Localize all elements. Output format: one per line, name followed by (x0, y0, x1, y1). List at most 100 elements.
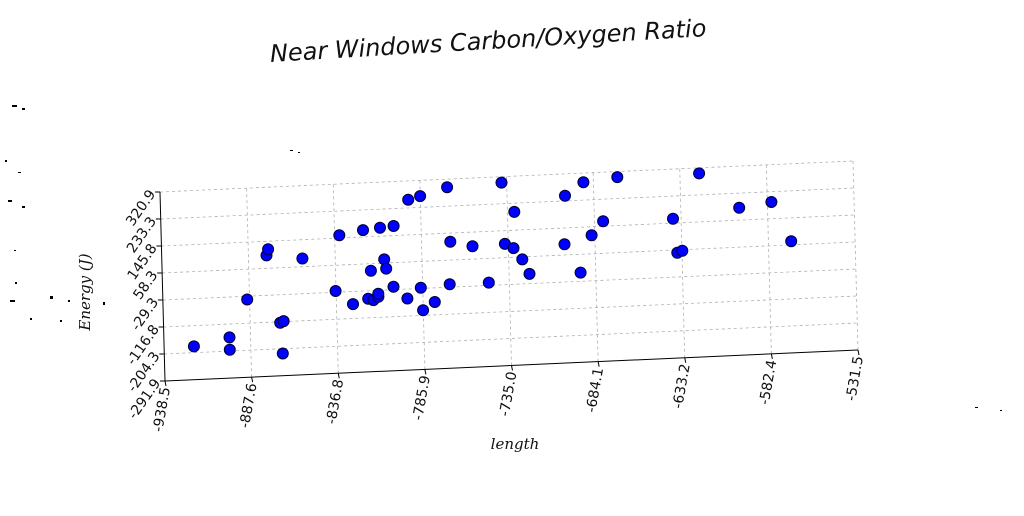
data-point (329, 285, 342, 297)
scan-speck (18, 172, 21, 173)
x-tick-label: -887.6 (237, 382, 261, 429)
data-point (364, 264, 377, 277)
data-point (733, 201, 746, 214)
x-tick-mark (770, 353, 773, 359)
data-point (276, 347, 289, 360)
data-point (401, 292, 414, 305)
data-point (241, 293, 254, 306)
data-point (414, 190, 427, 203)
scan-speck (103, 302, 105, 305)
x-tick-mark (857, 349, 860, 356)
y-tick-labels: -291.9-204.3-116.8-29.358.3145.8233.3320… (123, 187, 164, 422)
data-point (507, 242, 520, 255)
scan-speck (5, 160, 7, 162)
scan-speck (8, 200, 12, 202)
scan-speck (22, 206, 25, 208)
x-tick-mark (164, 380, 167, 387)
data-point (428, 296, 441, 308)
x-tick-label: -633.2 (670, 363, 694, 410)
vertical-gridline (852, 160, 859, 351)
data-point (387, 280, 400, 293)
data-point (444, 235, 457, 248)
data-point (577, 176, 590, 189)
data-point (765, 196, 778, 208)
data-point (223, 331, 236, 344)
x-tick-mark (424, 369, 427, 375)
data-point (585, 229, 598, 242)
data-point (482, 276, 495, 289)
x-tick-label: -531.5 (843, 355, 867, 402)
y-axis-line (159, 191, 166, 382)
scan-speck (290, 150, 293, 151)
data-point (380, 262, 393, 275)
x-axis-label: length (491, 435, 540, 453)
data-point (262, 243, 275, 256)
data-point (574, 266, 587, 279)
y-axis-label: Energy (J) (76, 253, 94, 331)
data-point (611, 171, 624, 184)
data-point (597, 215, 610, 228)
horizontal-gridline (159, 160, 854, 193)
scan-speck (68, 300, 70, 302)
vertical-gridline (419, 180, 426, 370)
scan-speck (298, 152, 300, 153)
x-tick-label: -735.0 (497, 370, 521, 417)
data-point (693, 167, 706, 180)
data-point (508, 205, 521, 218)
x-tick-mark (684, 357, 687, 363)
data-point (387, 220, 400, 232)
scan-noise (5, 105, 1002, 411)
horizontal-gridline (161, 214, 855, 247)
data-point (441, 181, 454, 194)
scan-speck (15, 282, 17, 284)
data-point (223, 343, 236, 356)
data-point (667, 212, 679, 225)
horizontal-gridline (162, 241, 856, 274)
scan-speck (22, 108, 25, 110)
data-point (676, 244, 689, 257)
data-point (333, 229, 346, 242)
scan-speck (1000, 410, 1002, 411)
x-tick-label: -938.5 (150, 386, 174, 433)
data-point (347, 298, 359, 311)
vertical-gridline (246, 188, 253, 378)
horizontal-gridline (162, 268, 856, 301)
data-point (785, 235, 798, 248)
scan-speck (60, 320, 62, 322)
vertical-gridline (765, 164, 772, 354)
x-tick-mark (251, 377, 254, 383)
data-point (466, 240, 479, 253)
scan-speck (30, 318, 32, 320)
axes (155, 191, 860, 387)
data-point (357, 224, 369, 237)
data-point (417, 304, 430, 317)
data-point (559, 189, 571, 202)
horizontal-gridline (160, 187, 854, 220)
data-point (277, 315, 290, 328)
data-points (187, 167, 798, 360)
data-point (516, 253, 529, 266)
x-tick-mark (337, 373, 340, 379)
scan-speck (10, 300, 15, 302)
data-point (558, 238, 571, 251)
x-tick-mark (597, 361, 600, 367)
data-point (523, 267, 536, 280)
vertical-gridline (506, 176, 512, 366)
data-point (372, 287, 385, 300)
vertical-gridline (592, 172, 599, 362)
x-tick-label: -785.9 (410, 374, 434, 421)
scan-speck (50, 296, 53, 299)
vertical-gridline (679, 168, 686, 358)
x-tick-label: -582.4 (757, 359, 781, 406)
scan-speck (12, 105, 17, 107)
data-point (187, 340, 200, 353)
data-point (443, 278, 456, 291)
x-tick-label: -836.8 (324, 378, 348, 425)
grid (159, 160, 859, 378)
data-point (296, 252, 309, 265)
data-point (414, 281, 427, 294)
scan-speck (975, 407, 978, 408)
x-tick-label: -684.1 (583, 367, 607, 414)
